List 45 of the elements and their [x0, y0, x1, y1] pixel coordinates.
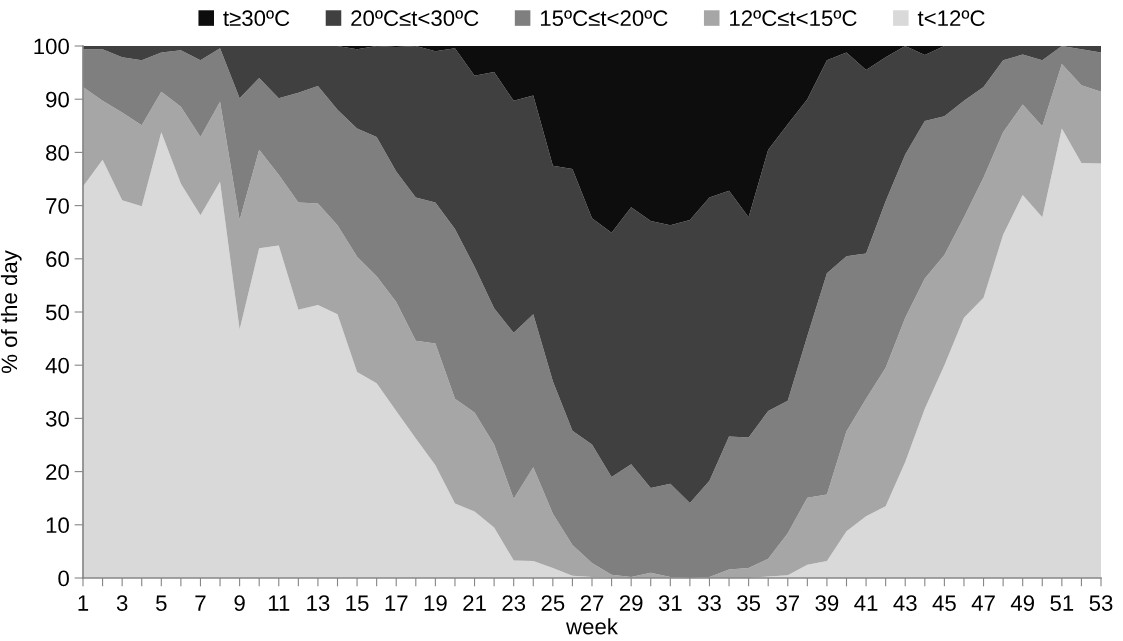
- x-tick-label: 43: [893, 595, 917, 611]
- x-tick-label: 23: [502, 595, 526, 611]
- y-tick-label: 10: [46, 517, 69, 534]
- x-tick-label: 15: [346, 595, 369, 611]
- x-tick-label: 41: [854, 595, 878, 611]
- x-tick-label: 53: [1089, 595, 1113, 611]
- x-tick-label: 45: [932, 595, 956, 611]
- legend-label: 12ºC≤t<15ºC: [730, 10, 857, 27]
- legend-label: t≥30ºC: [223, 10, 290, 27]
- x-tick-label: 11: [268, 595, 290, 611]
- x-tick-label: 27: [580, 595, 604, 611]
- x-axis-title: week: [566, 618, 618, 635]
- x-tick-label: 33: [697, 595, 721, 611]
- x-tick-label: 31: [658, 595, 682, 611]
- y-tick-label: 90: [46, 91, 69, 108]
- x-tick-label: 5: [156, 595, 167, 611]
- legend-label: 15ºC≤t<20ºC: [540, 10, 668, 27]
- y-tick-label: 20: [46, 464, 69, 480]
- x-tick-label: 25: [541, 595, 565, 611]
- x-tick-label: 19: [424, 595, 447, 611]
- x-tick-label: 51: [1050, 595, 1074, 611]
- x-tick-label: 29: [619, 595, 643, 611]
- y-tick-label: 30: [45, 410, 69, 427]
- y-tick-label: 50: [45, 304, 69, 321]
- x-tick-label: 49: [1010, 595, 1034, 611]
- y-tick-label: 70: [46, 198, 69, 214]
- y-tick-label: 80: [46, 144, 69, 161]
- x-tick-label: 47: [971, 595, 995, 611]
- x-tick-label: 3: [116, 595, 128, 611]
- y-axis-title: % of the day: [0, 250, 22, 373]
- x-tick-label: 35: [737, 595, 761, 611]
- x-tick-label: 7: [195, 595, 206, 611]
- legend-label: 20ºC≤t<30ºC: [351, 10, 479, 27]
- x-tick-label: 39: [815, 595, 839, 611]
- y-tick-label: 0: [58, 570, 69, 587]
- x-tick-label: 13: [307, 595, 330, 611]
- y-tick-label: 60: [46, 251, 69, 268]
- x-tick-label: 1: [78, 595, 89, 611]
- y-tick-label: 40: [45, 357, 69, 374]
- x-tick-label: 37: [776, 595, 800, 611]
- y-tick-label: 100: [34, 38, 69, 55]
- x-tick-label: 17: [385, 595, 408, 611]
- legend-label: t<12ºC: [917, 10, 985, 27]
- x-tick-label: 9: [234, 595, 245, 611]
- x-tick-label: 21: [463, 595, 486, 611]
